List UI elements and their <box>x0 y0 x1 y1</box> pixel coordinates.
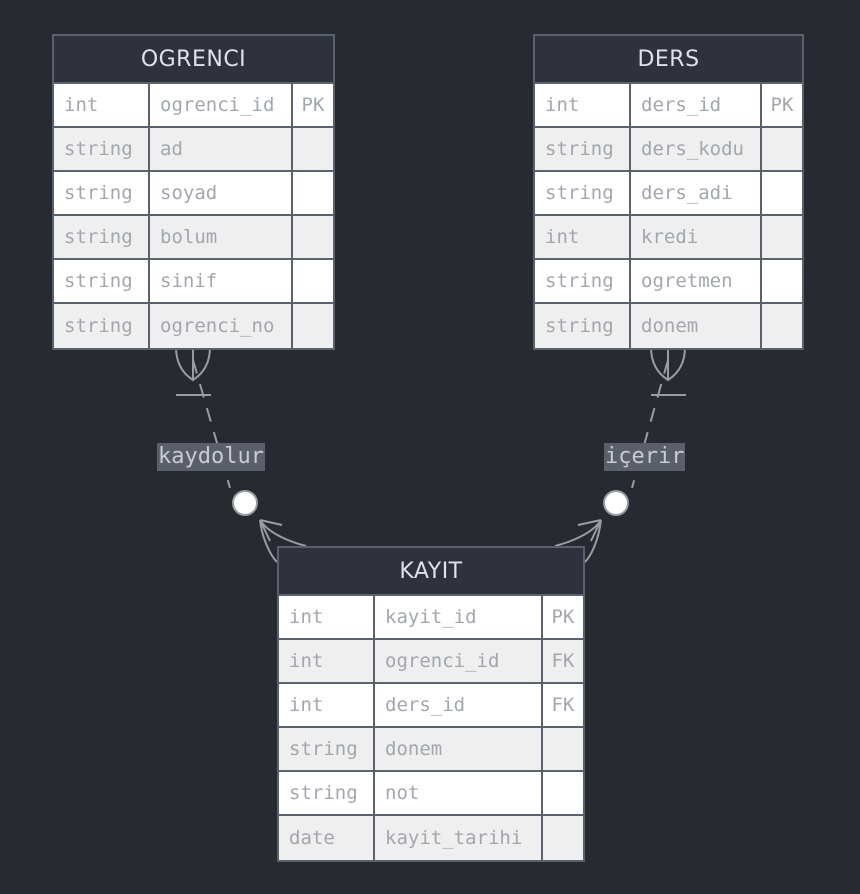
attribute-key <box>760 128 802 170</box>
attribute-key <box>291 172 333 214</box>
attribute-row: string donem <box>535 304 802 348</box>
entity-ders[interactable]: DERS int ders_id PK string ders_kodu str… <box>533 34 804 350</box>
attribute-key <box>760 260 802 302</box>
attribute-type: string <box>289 782 358 804</box>
attribute-row: int kayit_id PK <box>279 596 583 640</box>
attribute-row: string donem <box>279 728 583 772</box>
attribute-type: int <box>545 94 580 116</box>
attribute-name: not <box>373 772 541 814</box>
attribute-name: kayit_id <box>373 596 541 638</box>
attribute-row: string bolum <box>54 216 333 260</box>
attribute-type: string <box>545 270 614 292</box>
attribute-row: int ogrenci_id FK <box>279 640 583 684</box>
attribute-key <box>541 772 583 814</box>
attribute-type: int <box>289 694 324 716</box>
kayit-many-marker-right <box>554 519 602 563</box>
entity-title: KAYIT <box>279 548 583 596</box>
attribute-type: string <box>64 315 133 337</box>
attribute-row: int ogrenci_id PK <box>54 84 333 128</box>
attribute-type: string <box>64 226 133 248</box>
attribute-type: int <box>289 650 324 672</box>
entity-ogrenci[interactable]: OGRENCI int ogrenci_id PK string ad stri… <box>52 34 335 350</box>
attribute-key <box>291 304 333 348</box>
attribute-row: string ders_kodu <box>535 128 802 172</box>
entity-title: OGRENCI <box>54 36 333 84</box>
attribute-type: string <box>545 182 614 204</box>
attribute-name: ogrenci_id <box>148 84 291 126</box>
attribute-key <box>760 304 802 348</box>
attribute-type: string <box>64 182 133 204</box>
attribute-type: int <box>289 606 324 628</box>
ogrenci-one-marker <box>175 346 211 396</box>
attribute-name: ogrenci_no <box>148 304 291 348</box>
attribute-type: string <box>289 738 358 760</box>
attribute-name: ogretmen <box>629 260 760 302</box>
attribute-row: string ogretmen <box>535 260 802 304</box>
attribute-key <box>760 216 802 258</box>
zero-marker-right <box>603 490 629 516</box>
attribute-name: soyad <box>148 172 291 214</box>
attribute-type: string <box>64 270 133 292</box>
attribute-row: string sinif <box>54 260 333 304</box>
attribute-name: ders_kodu <box>629 128 760 170</box>
attribute-name: ogrenci_id <box>373 640 541 682</box>
entity-kayit[interactable]: KAYIT int kayit_id PK int ogrenci_id FK … <box>277 546 585 862</box>
attribute-type: string <box>64 138 133 160</box>
attribute-type: string <box>545 138 614 160</box>
attribute-name: donem <box>629 304 760 348</box>
attribute-name: kredi <box>629 216 760 258</box>
attribute-key: FK <box>541 640 583 682</box>
kayit-many-marker-left <box>259 519 307 563</box>
attribute-row: int ders_id PK <box>535 84 802 128</box>
attribute-row: string ad <box>54 128 333 172</box>
attribute-key: PK <box>291 84 333 126</box>
relationship-label-kaydolur: kaydolur <box>157 443 265 471</box>
attribute-name: bolum <box>148 216 291 258</box>
attribute-key <box>541 728 583 770</box>
attribute-name: sinif <box>148 260 291 302</box>
attribute-type: int <box>64 94 99 116</box>
attribute-type: string <box>545 315 614 337</box>
attribute-name: donem <box>373 728 541 770</box>
attribute-key <box>291 216 333 258</box>
entity-title: DERS <box>535 36 802 84</box>
attribute-type: date <box>289 827 335 849</box>
attribute-key: PK <box>541 596 583 638</box>
attribute-row: int kredi <box>535 216 802 260</box>
attribute-name: ders_id <box>373 684 541 726</box>
relationship-label-icerir: içerir <box>604 443 686 471</box>
attribute-row: int ders_id FK <box>279 684 583 728</box>
attribute-name: ders_id <box>629 84 760 126</box>
attribute-key <box>760 172 802 214</box>
attribute-row: date kayit_tarihi <box>279 816 583 860</box>
ders-one-marker <box>650 346 686 396</box>
attribute-type: int <box>545 226 580 248</box>
attribute-key <box>291 128 333 170</box>
zero-marker-left <box>232 490 258 516</box>
attribute-name: ad <box>148 128 291 170</box>
attribute-row: string ogrenci_no <box>54 304 333 348</box>
attribute-key: PK <box>760 84 802 126</box>
attribute-name: ders_adi <box>629 172 760 214</box>
attribute-name: kayit_tarihi <box>373 816 541 860</box>
attribute-key <box>291 260 333 302</box>
attribute-key: FK <box>541 684 583 726</box>
attribute-key <box>541 816 583 860</box>
attribute-row: string ders_adi <box>535 172 802 216</box>
attribute-row: string soyad <box>54 172 333 216</box>
attribute-row: string not <box>279 772 583 816</box>
